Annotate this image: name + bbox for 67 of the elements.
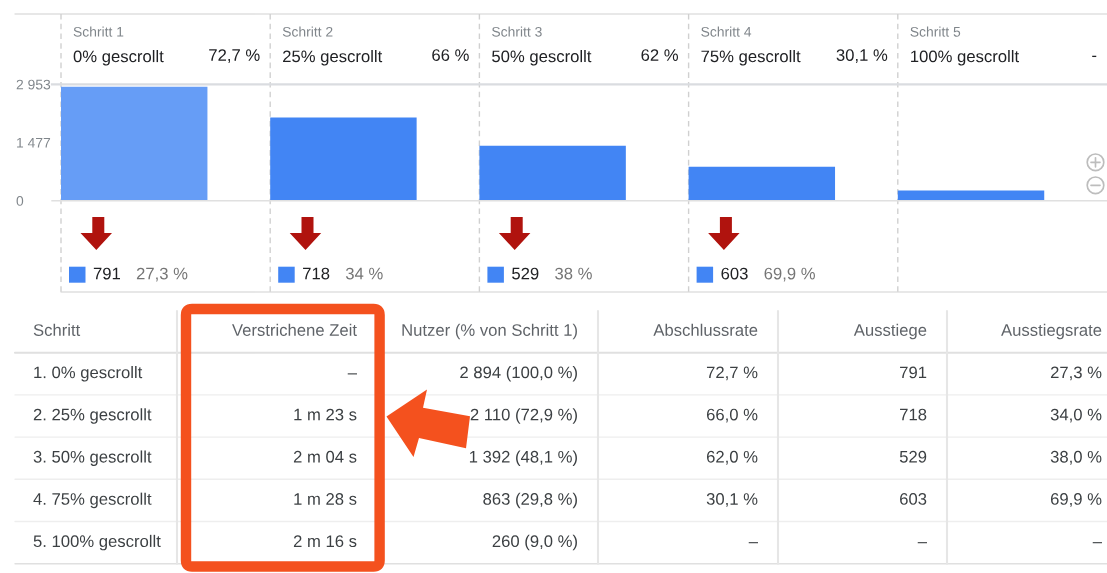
text: 863 (29,8 %)	[483, 492, 577, 509]
text: Schritt 4	[701, 26, 752, 37]
text: 66 %	[432, 49, 469, 61]
text: 1. 0% gescrollt	[34, 366, 143, 382]
text: 260 (9,0 %)	[492, 534, 577, 551]
y-tick-label: 2 953	[16, 79, 51, 90]
text: 62 %	[641, 49, 679, 61]
text: 1 m 23 s	[294, 408, 357, 421]
text: 72,7 %	[209, 49, 260, 63]
text: –	[347, 373, 357, 375]
text: 62,0 %	[706, 450, 758, 465]
category-label: Ausstiegsrate	[1001, 323, 1102, 340]
text: -	[1092, 55, 1097, 58]
text: 791	[900, 366, 927, 379]
text: 34 %	[345, 267, 383, 280]
text: 603	[900, 493, 927, 505]
bar	[688, 166, 836, 201]
text: 718	[303, 267, 330, 280]
text: 791	[93, 267, 120, 280]
x-tick-label: 75% gescrollt	[701, 50, 801, 66]
text: 38 %	[555, 267, 592, 280]
text: 72,7 %	[706, 366, 758, 381]
text: Schritt 3	[492, 26, 542, 37]
text: 27,3 %	[1050, 366, 1102, 381]
text: 529	[899, 450, 927, 463]
text: 3. 50% gescrollt	[33, 450, 152, 466]
category-label: Schritt	[33, 323, 81, 336]
text: 4. 75% gescrollt	[33, 492, 152, 509]
text: Schritt 1	[73, 26, 124, 37]
text: 1 392 (48,1 %)	[469, 450, 577, 466]
text: 2 110 (72,9 %)	[470, 408, 577, 424]
category-label: Verstrichene Zeit	[232, 323, 357, 336]
text: 1 m 28 s	[294, 493, 357, 505]
text: 603	[721, 267, 748, 280]
text: 69,9 %	[1050, 493, 1102, 507]
y-tick-label: 0	[16, 196, 24, 206]
text: –	[917, 542, 927, 544]
text: 2 894 (100,0 %)	[460, 366, 577, 382]
category-label: Abschlussrate	[653, 323, 758, 336]
text: 30,1 %	[836, 49, 888, 63]
text: 718	[900, 408, 927, 421]
bar	[897, 190, 1045, 201]
text: 69,9 %	[764, 267, 815, 282]
text: 2 m 04 s	[293, 450, 357, 463]
text: 34,0 %	[1050, 408, 1102, 423]
y-tick-label: 1 477	[17, 137, 51, 148]
text: 66,0 %	[706, 408, 758, 423]
text: 529	[512, 267, 539, 280]
category-label: Nutzer (% von Schritt 1)	[402, 323, 577, 340]
text: 30,1 %	[706, 493, 758, 507]
bar	[61, 86, 208, 201]
text: –	[748, 542, 758, 544]
category-label: Ausstiege	[853, 323, 927, 340]
text: Schritt 2	[282, 26, 333, 37]
bar	[479, 145, 626, 201]
x-tick-label: 25% gescrollt	[283, 50, 383, 66]
text: 2. 25% gescrollt	[33, 408, 152, 424]
bar	[270, 117, 417, 201]
text: 38,0 %	[1050, 450, 1102, 465]
text: 5. 100% gescrollt	[33, 534, 161, 551]
text: Schritt 5	[910, 26, 961, 37]
x-tick-label: 50% gescrollt	[492, 50, 592, 66]
x-tick-label: 100% gescrollt	[911, 50, 1019, 66]
text: –	[1092, 542, 1102, 544]
x-tick-label: 0% gescrollt	[73, 50, 164, 66]
text: 27,3 %	[136, 267, 188, 282]
text: 2 m 16 s	[293, 535, 357, 548]
